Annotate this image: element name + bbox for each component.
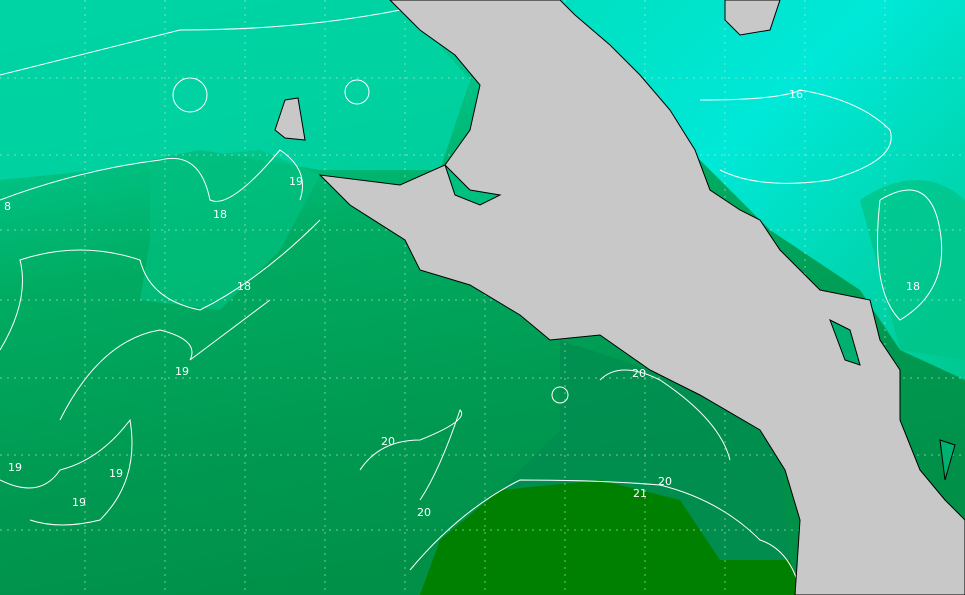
contour-label: 20: [381, 435, 395, 448]
land-mass: [318, 0, 965, 595]
contour-label: 19: [72, 496, 86, 509]
contour-label: 20: [632, 367, 646, 380]
contour-label: 19: [175, 365, 189, 378]
contour-label: 16: [789, 88, 803, 101]
contour-label: 19: [8, 461, 22, 474]
sst-region-18: [140, 150, 320, 310]
lagoon-east: [939, 439, 956, 481]
sst-region-21: [420, 480, 800, 595]
contour-labels: 8 19 18 18 19 16 18 20 20 19 19 19 20 20…: [4, 88, 920, 519]
island: [274, 97, 306, 141]
sst-region-17: [0, 0, 470, 180]
island-north: [724, 0, 781, 36]
contour-label: 18: [906, 280, 920, 293]
peninsula-lagoon: [829, 318, 861, 366]
contour-label: 8: [4, 200, 11, 213]
contour-label: 18: [237, 280, 251, 293]
contour-label: 20: [658, 475, 672, 488]
contour-label: 20: [417, 506, 431, 519]
sst-region-16: [560, 0, 965, 380]
contour-label: 21: [633, 487, 647, 500]
contour-label: 19: [109, 467, 123, 480]
contour-label: 19: [289, 175, 303, 188]
contour-label: 18: [213, 208, 227, 221]
bay-inlet: [444, 164, 502, 206]
